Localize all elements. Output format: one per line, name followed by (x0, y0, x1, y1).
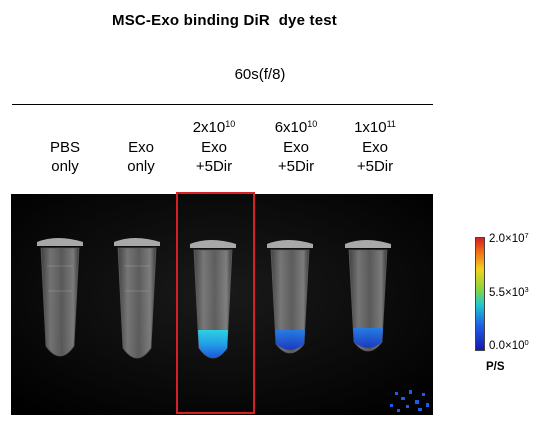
label-line2: Exo (128, 138, 154, 156)
label-line2: Exo (201, 138, 227, 156)
label-line3: only (127, 158, 155, 175)
noise-speckle (390, 390, 429, 412)
tube-pbs (37, 238, 83, 357)
column-label-2e10: 2x1010 Exo +5Dir (169, 118, 259, 177)
imaging-condition: 60s(f/8) (234, 66, 286, 83)
colorbar-max-label: 2.0×107 (489, 231, 529, 245)
tube-2e10 (190, 240, 236, 359)
label-line3: +5Dir (195, 158, 233, 175)
label-line3: +5Dir (277, 158, 315, 175)
figure-title: MSC-Exo binding DiR dye test (112, 12, 337, 29)
label-line3: only (51, 158, 79, 175)
highlight-box (176, 192, 255, 414)
column-label-exo-only: Exo only (96, 118, 186, 177)
tube-1e11 (345, 240, 391, 352)
fluorescence-signal (275, 330, 305, 350)
colorbar-unit: P/S (486, 361, 505, 373)
label-line3: +5Dir (356, 158, 394, 175)
header-rule (12, 104, 433, 105)
colorbar-min-label: 0.0×100 (489, 338, 529, 352)
column-label-6e10: 6x1010 Exo +5Dir (251, 118, 341, 177)
fluorescence-signal (353, 328, 383, 348)
colorbar-mid-label: 5.5×103 (489, 285, 529, 299)
tubes-illustration (11, 194, 433, 415)
label-line1: 6x1010 (274, 119, 318, 136)
column-label-1e11: 1x1011 Exo +5Dir (330, 118, 420, 177)
colorbar (475, 237, 485, 351)
fluorescence-image (11, 194, 433, 415)
tube-6e10 (267, 240, 313, 354)
label-line2: Exo (362, 138, 388, 156)
label-line1: 1x1011 (354, 119, 396, 136)
label-line1: 2x1010 (192, 119, 236, 136)
label-line2: Exo (283, 138, 309, 156)
tube-exo-only (114, 238, 160, 359)
fluorescence-signal (198, 330, 228, 358)
label-line2: PBS (49, 138, 80, 156)
column-label-pbs: PBS only (20, 118, 110, 177)
